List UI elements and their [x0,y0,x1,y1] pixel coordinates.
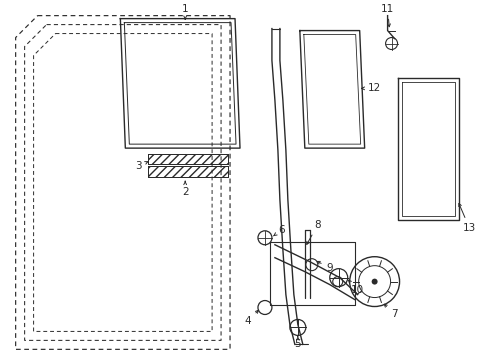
Text: 2: 2 [182,181,188,197]
Text: 3: 3 [135,161,147,171]
Text: 6: 6 [273,225,285,236]
Text: 12: 12 [361,84,381,93]
Text: 8: 8 [306,220,321,244]
Text: 5: 5 [294,337,301,349]
Text: 11: 11 [380,4,393,27]
Text: 7: 7 [384,304,397,319]
Circle shape [371,279,377,285]
Text: 1: 1 [182,4,188,19]
Text: 4: 4 [244,310,258,327]
Text: 9: 9 [317,261,332,273]
Text: 13: 13 [458,203,475,233]
Text: 10: 10 [347,280,364,294]
